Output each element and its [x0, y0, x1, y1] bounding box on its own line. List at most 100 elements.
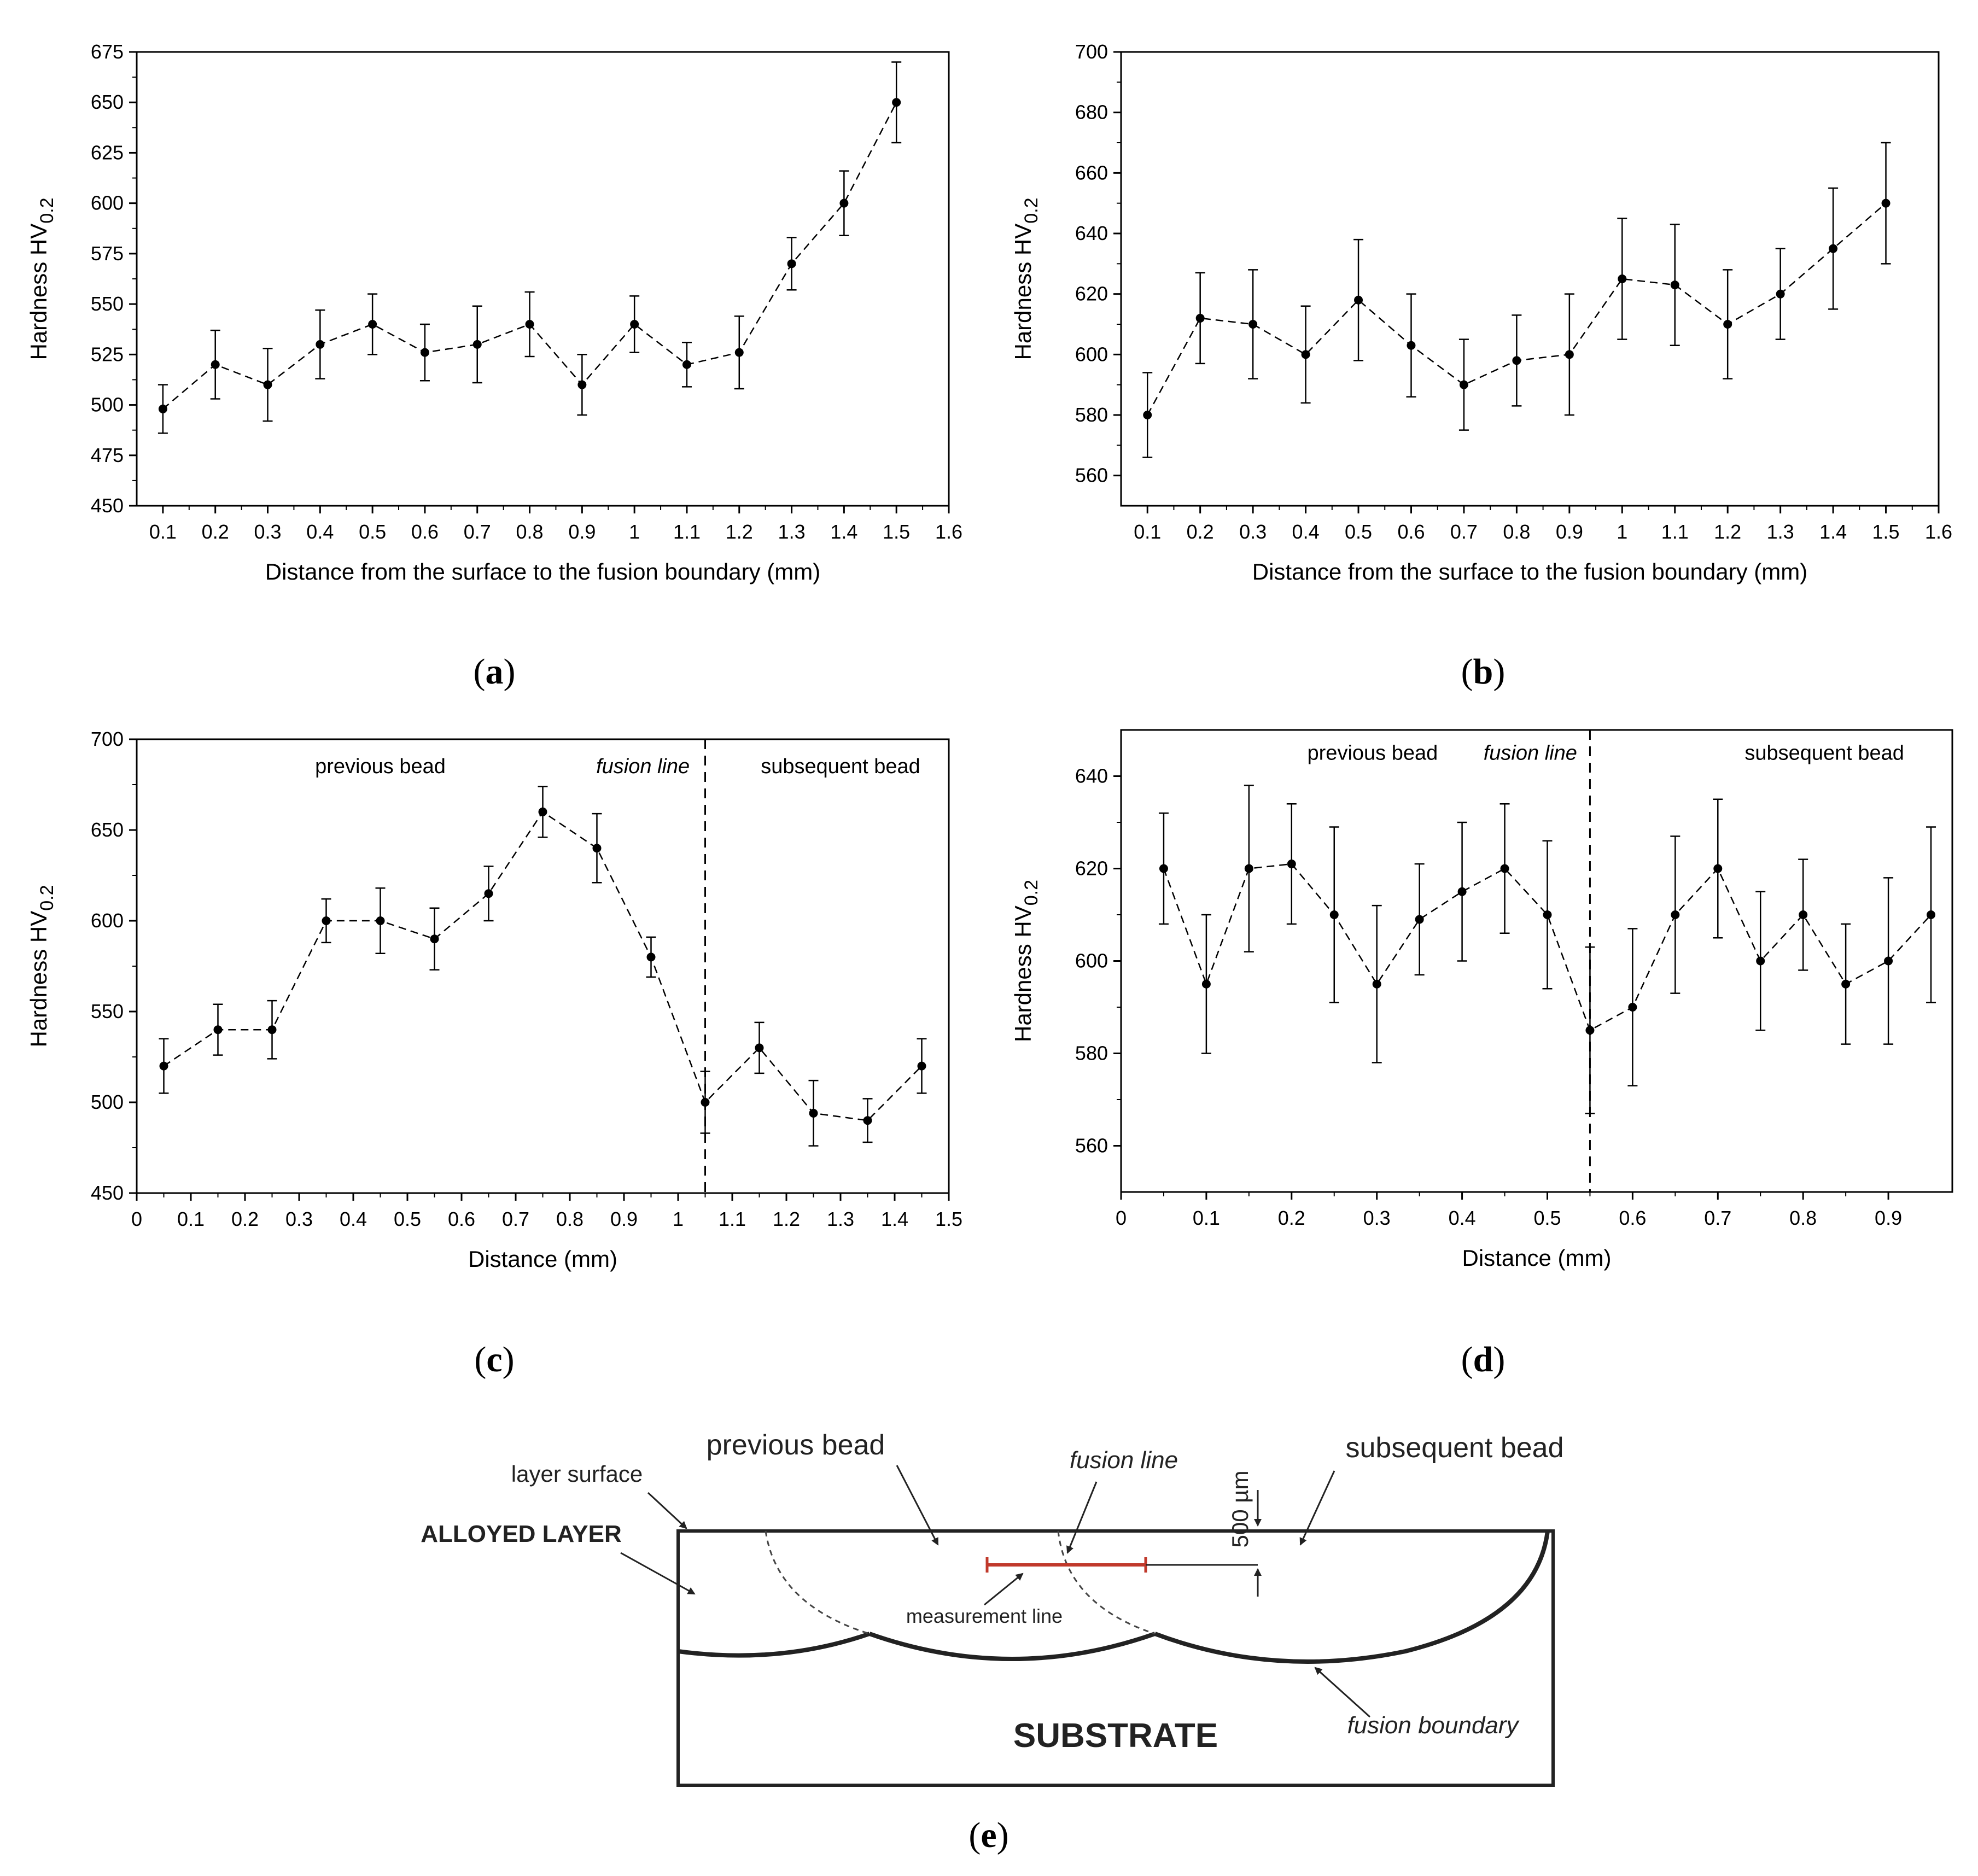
panel-label-d: (d) — [1461, 1340, 1506, 1380]
y-axis-title-subscript: 0.2 — [1021, 880, 1042, 905]
x-tick-label: 1.5 — [935, 1208, 962, 1230]
x-tick-label: 1.2 — [1714, 521, 1741, 543]
y-axis-title-main: Hardness HV — [26, 911, 51, 1048]
data-point — [1415, 915, 1424, 924]
data-point — [1543, 910, 1552, 919]
y-tick-label: 640 — [1075, 222, 1108, 244]
data-point — [484, 889, 493, 898]
y-tick-label: 500 — [91, 394, 124, 416]
x-tick-label: 1.1 — [719, 1208, 746, 1230]
data-point — [1244, 864, 1253, 873]
data-point — [1628, 1003, 1637, 1012]
alloyed-layer-arrow — [620, 1552, 696, 1595]
x-tick-label: 0 — [1116, 1207, 1127, 1229]
data-point — [1776, 289, 1785, 299]
data-point — [1671, 910, 1680, 919]
y-axis-title-subscript: 0.2 — [1021, 197, 1042, 223]
data-point — [263, 380, 272, 389]
layer-surface-arrow — [647, 1492, 687, 1529]
y-tick-label: 450 — [91, 1182, 124, 1204]
y-tick-label: 575 — [91, 242, 124, 265]
x-tick-label: 0.8 — [1789, 1207, 1817, 1229]
y-tick-label: 600 — [1075, 950, 1108, 972]
x-tick-label: 0.4 — [340, 1208, 367, 1230]
x-tick-label: 0.9 — [568, 521, 596, 543]
y-tick-label: 660 — [1075, 161, 1108, 184]
series-line — [163, 811, 923, 1121]
data-point — [316, 340, 325, 349]
x-tick-label: 0.5 — [359, 521, 386, 543]
x-tick-label: 0.6 — [1397, 521, 1425, 543]
y-axis-title: Hardness HV0.2 — [1010, 197, 1042, 360]
data-point — [646, 952, 656, 962]
plot-frame — [136, 51, 950, 507]
x-tick-label: 0 — [131, 1208, 142, 1230]
data-point — [1618, 274, 1627, 283]
data-point — [213, 1025, 223, 1035]
depth-label: 500 µm — [1227, 1471, 1253, 1548]
x-tick-label: 0.6 — [411, 521, 439, 543]
data-point — [1799, 910, 1808, 919]
data-point — [1201, 979, 1211, 989]
x-tick-label: 0.1 — [1193, 1207, 1220, 1229]
region-annotation: fusion line — [596, 755, 690, 778]
data-point — [1884, 956, 1893, 966]
data-point — [1457, 887, 1467, 896]
data-point — [1585, 1026, 1595, 1035]
data-point — [1927, 910, 1936, 919]
y-tick-label: 560 — [1075, 1135, 1108, 1157]
fusion-line-arrow — [1066, 1481, 1098, 1554]
region-annotation: subsequent bead — [1744, 741, 1904, 764]
data-point — [863, 1116, 872, 1125]
data-point — [755, 1043, 764, 1053]
y-tick-label: 650 — [91, 91, 124, 113]
x-axis-title: Distance (mm) — [468, 1246, 617, 1272]
x-tick-label: 0.9 — [1556, 521, 1583, 543]
x-tick-label: 0.2 — [202, 521, 229, 543]
x-tick-label: 0.8 — [516, 521, 544, 543]
data-point — [1500, 864, 1509, 873]
y-tick-label: 550 — [91, 1000, 124, 1022]
data-point — [682, 360, 691, 369]
data-point — [917, 1061, 926, 1071]
panel-label-c: (c) — [474, 1340, 514, 1380]
x-tick-label: 0.3 — [1363, 1207, 1391, 1229]
data-point — [211, 360, 220, 369]
data-point — [701, 1098, 710, 1107]
data-point — [267, 1025, 277, 1035]
data-point — [1829, 244, 1838, 253]
chart-a: 450 475 500 525 550 575 600 625 650 675 0.1 0.2 0.3 0… — [26, 40, 962, 585]
plot-frame — [1120, 729, 1953, 1193]
panel-label-e: (e) — [968, 1815, 1008, 1855]
chart-b: 560 580 600 620 640 660 680 700 0.1 0.2 0.3 0.4 0.5 0… — [1010, 40, 1952, 585]
data-point — [1372, 979, 1381, 989]
previous-bead-label: previous bead — [707, 1429, 885, 1461]
x-tick-label: 0.5 — [1345, 521, 1372, 543]
y-tick-label: 500 — [91, 1091, 124, 1113]
series-line — [162, 102, 897, 410]
y-tick-label: 580 — [1075, 1042, 1108, 1065]
y-tick-label: 700 — [91, 728, 124, 750]
y-tick-label: 625 — [91, 141, 124, 163]
x-tick-label: 0.5 — [1533, 1207, 1561, 1229]
x-tick-label: 1 — [673, 1208, 684, 1230]
y-tick-label: 580 — [1075, 404, 1108, 426]
data-point — [839, 198, 849, 208]
data-point — [1407, 341, 1416, 350]
data-point — [1248, 320, 1258, 329]
data-point — [809, 1108, 818, 1118]
data-point — [577, 380, 587, 389]
region-annotation: previous bead — [315, 755, 446, 778]
data-point — [1354, 295, 1363, 305]
y-tick-label: 525 — [91, 343, 124, 365]
x-tick-label: 0.1 — [1134, 521, 1161, 543]
data-point — [1512, 356, 1521, 365]
data-point — [430, 934, 439, 944]
data-point — [1329, 910, 1339, 919]
y-tick-label: 550 — [91, 293, 124, 315]
x-tick-label: 1.1 — [1661, 521, 1689, 543]
data-point — [159, 1061, 168, 1071]
y-tick-label: 620 — [1075, 857, 1108, 880]
data-point — [1841, 979, 1851, 989]
y-axis-title-main: Hardness HV — [1010, 224, 1036, 360]
